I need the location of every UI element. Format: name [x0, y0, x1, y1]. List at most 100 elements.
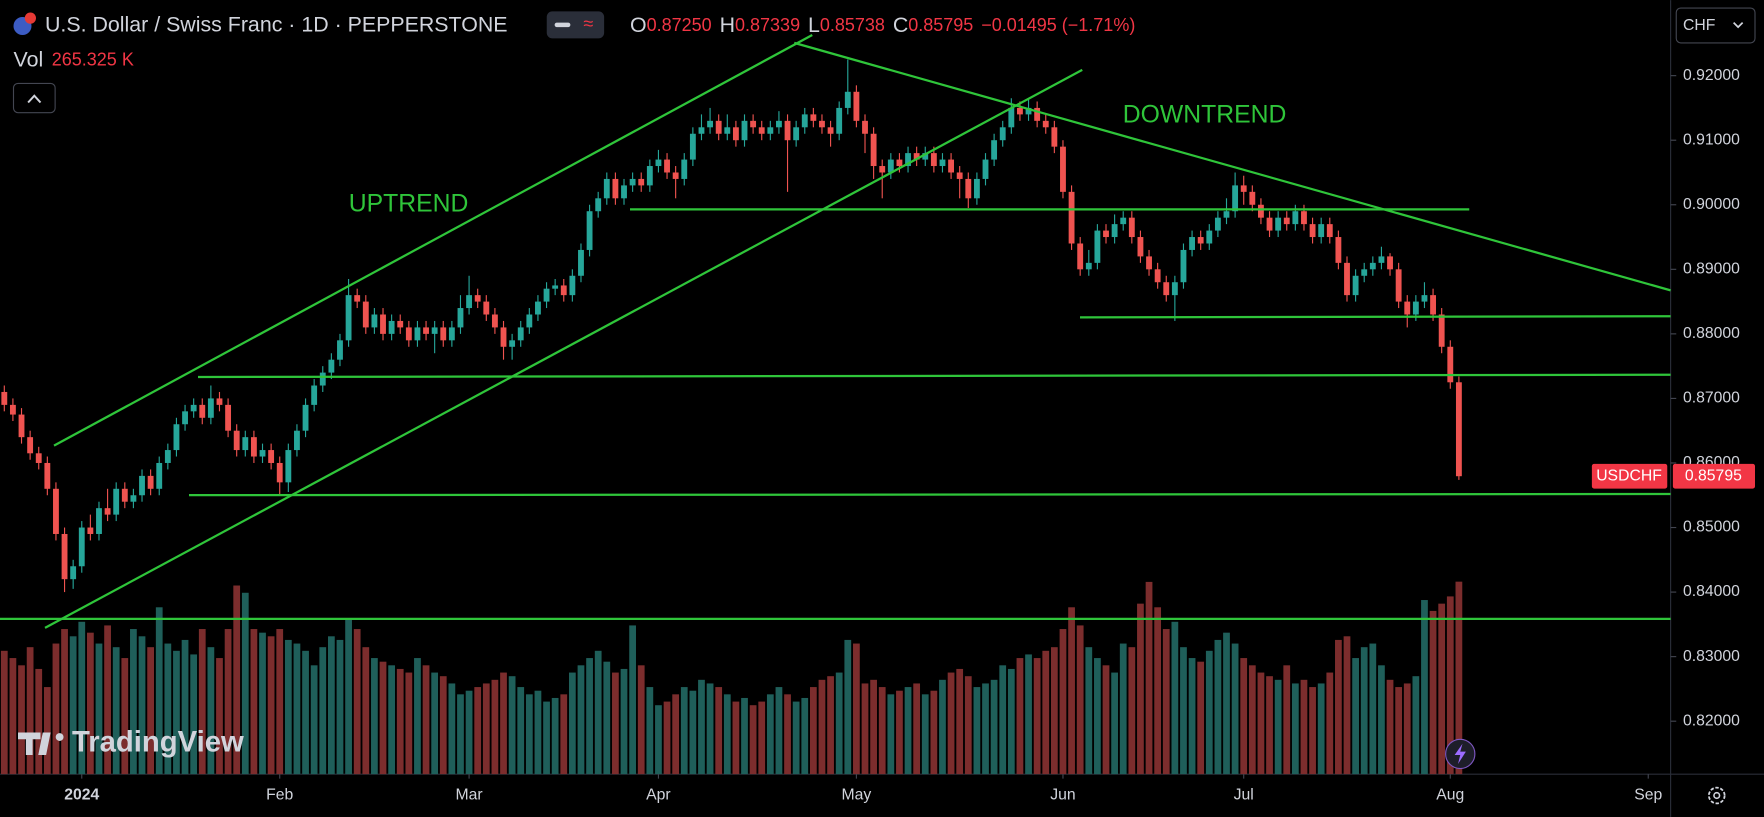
volume-bar — [474, 687, 482, 775]
collapse-button[interactable] — [12, 82, 56, 114]
volume-bar — [637, 665, 645, 775]
ohlc-value: 0.85795 — [908, 15, 973, 35]
candle-body — [9, 404, 16, 415]
candle-body — [139, 475, 145, 496]
volume-bar — [732, 701, 740, 775]
volume-bar — [86, 632, 94, 775]
candle-body — [1309, 224, 1316, 238]
volume-bar — [534, 690, 542, 775]
volume-bar — [61, 629, 68, 775]
volume-bar — [1412, 676, 1420, 775]
collapse-icon — [27, 94, 42, 104]
candle-body — [448, 327, 455, 341]
symbol-title: U.S. Dollar / Swiss Franc · 1D · PEPPERS… — [45, 13, 508, 37]
volume-bar — [362, 647, 370, 775]
ohlc-key: L — [808, 13, 820, 37]
volume-bar — [956, 668, 964, 775]
candle-body — [784, 120, 791, 141]
volume-bar — [672, 694, 680, 775]
candle-body — [965, 178, 972, 199]
candle-body — [1275, 217, 1282, 231]
volume-bar — [835, 672, 843, 775]
dropdown-icon — [1733, 22, 1744, 29]
volume-bar — [319, 647, 327, 775]
candle-body — [810, 114, 817, 121]
y-tick-label: 0.92000 — [1683, 67, 1740, 84]
volume-bar — [973, 687, 981, 775]
candle-body — [405, 327, 412, 341]
x-tick-label: Apr — [646, 787, 671, 804]
volume-bar — [69, 636, 77, 775]
gear-icon[interactable] — [1707, 786, 1726, 805]
candle-body — [44, 462, 51, 489]
volume-bar — [930, 690, 938, 775]
volume-bar — [207, 647, 215, 775]
volume-bar — [147, 647, 154, 775]
volume-bar — [1171, 621, 1179, 775]
volume-bar — [1137, 603, 1144, 775]
volume-bar — [1317, 683, 1325, 775]
candle-body — [552, 285, 559, 289]
channel-upper — [53, 34, 813, 447]
volume-bar — [1076, 625, 1084, 775]
candle-body — [35, 453, 42, 463]
currency-select[interactable]: CHF — [1675, 7, 1756, 44]
volume-bar — [870, 679, 877, 775]
candle-body — [104, 508, 111, 515]
volume-bar — [112, 647, 120, 775]
candle-body — [474, 295, 481, 302]
candle-body — [646, 166, 653, 186]
candle-body — [190, 404, 197, 412]
candle-body — [1395, 269, 1402, 302]
level-line — [188, 492, 1671, 497]
volume-bar — [1188, 658, 1196, 775]
volume-bar — [543, 701, 550, 775]
candle-body — [1077, 243, 1084, 270]
level-line — [197, 373, 1671, 379]
volume-bar — [336, 639, 344, 775]
currency-box[interactable] — [1675, 7, 1756, 44]
candle-body — [388, 320, 395, 334]
volume-bar — [792, 701, 800, 775]
volume-bar — [663, 701, 671, 775]
candle-body — [61, 533, 68, 580]
volume-bar — [250, 629, 258, 775]
volume-bar — [706, 683, 714, 775]
volume-bar — [130, 629, 137, 775]
x-tick-label: 2024 — [64, 787, 99, 804]
volume-layer — [0, 581, 1463, 775]
candle-body — [1455, 382, 1462, 477]
volume-bar — [1300, 679, 1308, 775]
candle-body — [672, 172, 679, 179]
toggle-button[interactable] — [546, 11, 605, 39]
volume-bar — [896, 690, 903, 775]
candle-body — [1240, 185, 1247, 192]
settings[interactable] — [1707, 786, 1726, 805]
x-tick-label: May — [842, 787, 872, 804]
candle-body — [1120, 217, 1127, 225]
volume-bar — [1042, 650, 1050, 775]
volume-bar — [379, 661, 387, 775]
x-tick-label: Aug — [1436, 787, 1464, 804]
candle-body — [1352, 275, 1359, 296]
candle-body — [362, 301, 369, 328]
volume-bar — [982, 683, 989, 775]
candle-body — [776, 120, 782, 128]
gear-icon — [1713, 791, 1721, 800]
volume-bar — [52, 643, 60, 775]
candle-body — [758, 127, 765, 134]
candle-body — [879, 166, 886, 173]
candle-body — [216, 398, 223, 405]
volume-bar — [1352, 658, 1359, 775]
candle-body — [767, 127, 774, 134]
replay-icon[interactable] — [1445, 738, 1476, 770]
candle-body — [905, 153, 911, 167]
volume-bar — [1094, 658, 1101, 775]
x-tick-label: Feb — [266, 787, 293, 804]
volume-bar — [1068, 607, 1075, 775]
candle-body — [268, 450, 275, 463]
volume-bar — [939, 679, 946, 775]
candle-body — [1206, 230, 1213, 244]
candle-body — [207, 398, 214, 418]
candle-body — [1301, 211, 1307, 225]
